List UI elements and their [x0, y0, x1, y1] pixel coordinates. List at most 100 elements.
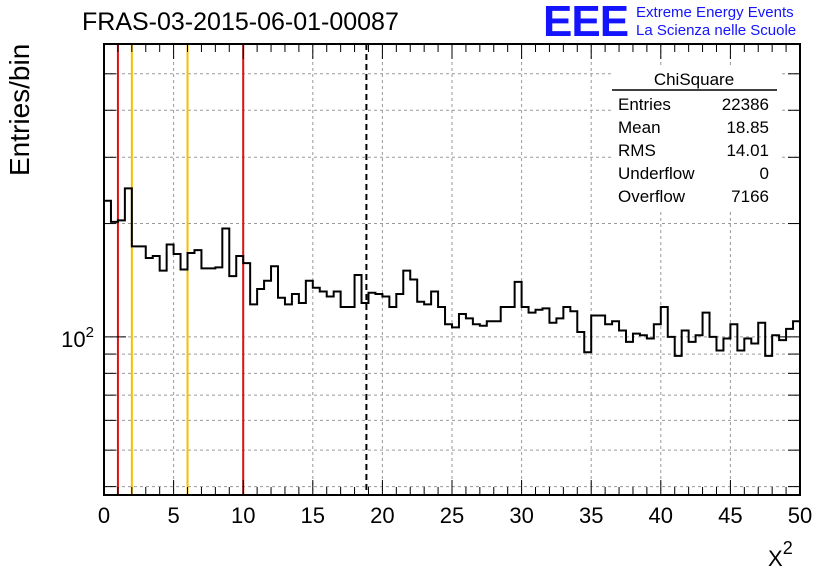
- histogram-bin: [201, 268, 208, 495]
- histogram-bin: [389, 307, 396, 495]
- histogram-bin: [661, 307, 668, 495]
- histogram-bin: [459, 314, 466, 495]
- histogram-bin: [410, 280, 417, 495]
- histogram-bin: [584, 352, 591, 495]
- histogram-bin: [563, 307, 570, 495]
- stats-value: 7166: [731, 187, 769, 206]
- logo-line-1: Extreme Energy Events: [636, 4, 794, 21]
- histogram-bin: [257, 289, 264, 495]
- histogram-bin: [243, 263, 250, 495]
- histogram-bin: [118, 220, 125, 495]
- histogram-bin: [320, 291, 327, 495]
- eee-logo: EEE Extreme Energy Events La Scienza nel…: [543, 0, 796, 44]
- histogram-bin: [382, 297, 389, 495]
- histogram-bin: [487, 321, 494, 495]
- histogram-bin: [772, 335, 779, 495]
- histogram-bin: [633, 334, 640, 495]
- histogram-bin: [375, 294, 382, 495]
- histogram-bin: [125, 188, 132, 495]
- histogram-bin: [591, 315, 598, 495]
- histogram-bin: [536, 310, 543, 495]
- x-tick-label: 20: [370, 503, 394, 528]
- x-axis-label: X2: [768, 538, 793, 571]
- histogram-bin: [299, 303, 306, 495]
- histogram-bin: [515, 282, 522, 495]
- vertical-lines-layer: [116, 44, 368, 495]
- histogram-bin: [341, 307, 348, 495]
- histogram-bin: [132, 246, 139, 495]
- histogram-bin: [334, 291, 341, 495]
- histogram-bin: [396, 294, 403, 495]
- histogram-bin: [222, 229, 229, 495]
- x-tick-label: 5: [167, 503, 179, 528]
- histogram-bin: [765, 356, 772, 495]
- x-axis-label-sup: 2: [783, 538, 793, 558]
- histogram-bin: [744, 338, 751, 495]
- histogram-bin: [473, 324, 480, 495]
- histogram-bin: [445, 324, 452, 495]
- histogram-bin: [174, 254, 181, 495]
- histogram-bin: [737, 350, 744, 495]
- histogram-bin: [466, 318, 473, 495]
- logo-line-2: La Scienza nelle Scuole: [636, 22, 797, 39]
- histogram-bin: [313, 288, 320, 495]
- x-tick-label: 50: [788, 503, 812, 528]
- histogram-bin: [250, 304, 257, 495]
- histogram-bin: [751, 344, 758, 495]
- histogram-bin: [111, 222, 118, 495]
- histogram-bin: [438, 307, 445, 495]
- stats-label: RMS: [618, 141, 656, 160]
- x-tick-label: 45: [718, 503, 742, 528]
- histogram-bin: [570, 311, 577, 495]
- stats-name: ChiSquare: [654, 70, 734, 89]
- histogram-bin: [723, 338, 730, 495]
- histogram-bin: [167, 244, 174, 495]
- histogram-bin: [181, 269, 188, 495]
- histogram-bin: [696, 335, 703, 495]
- histogram-bin: [139, 246, 146, 495]
- histogram-bin: [522, 307, 529, 495]
- stats-value: 18.85: [726, 118, 769, 137]
- histogram-bin: [480, 326, 487, 495]
- histogram-bin: [549, 323, 556, 495]
- histogram-bin: [215, 267, 222, 495]
- histogram-bin: [654, 324, 661, 495]
- histogram-bin: [556, 318, 563, 495]
- histogram-bin: [188, 253, 195, 495]
- x-tick-label: 0: [98, 503, 110, 528]
- stats-value: 14.01: [726, 141, 769, 160]
- histogram-bin: [494, 321, 501, 495]
- histogram-bin: [403, 271, 410, 495]
- histogram-bin: [306, 281, 313, 495]
- histogram-bin: [682, 330, 689, 495]
- histogram-bin: [647, 338, 654, 495]
- histogram-bin: [355, 275, 362, 495]
- histogram-bin: [730, 324, 737, 495]
- histogram-bin: [626, 342, 633, 495]
- histogram-bin: [577, 332, 584, 495]
- histogram-bin: [368, 293, 375, 495]
- x-tick-label: 40: [649, 503, 673, 528]
- histogram-bin: [431, 291, 438, 495]
- x-axis-label-base: X: [768, 546, 783, 571]
- histogram-bin: [542, 308, 549, 495]
- histogram-bin: [793, 321, 800, 495]
- histogram-bin: [668, 337, 675, 495]
- x-tick-label: 35: [579, 503, 603, 528]
- histogram-bin: [508, 307, 515, 495]
- histogram-bin: [424, 304, 431, 495]
- histogram-bin: [640, 335, 647, 495]
- histogram-bin: [160, 271, 167, 495]
- histogram-bin: [716, 350, 723, 495]
- histogram-bin: [208, 268, 215, 495]
- chart-title: FRAS-03-2015-06-01-00087: [82, 8, 399, 36]
- histogram-bin: [605, 324, 612, 495]
- histogram-bin: [327, 297, 334, 495]
- histogram-bin: [529, 313, 536, 495]
- stats-label: Entries: [618, 95, 671, 114]
- stats-value: 0: [760, 164, 769, 183]
- histogram-bin: [598, 315, 605, 495]
- histogram-bin: [452, 327, 459, 495]
- x-tick-label: 10: [231, 503, 255, 528]
